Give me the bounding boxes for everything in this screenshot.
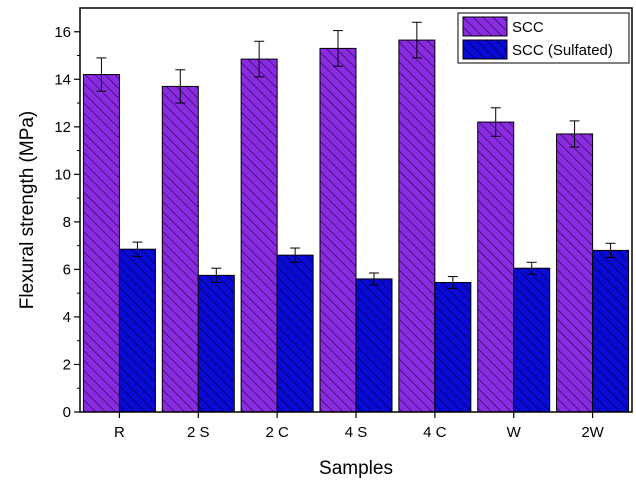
- error-bar: [211, 267, 222, 283]
- error-bar: [96, 57, 107, 92]
- x-tick-label: 2 C: [265, 424, 289, 441]
- error-bar: [411, 21, 422, 59]
- bar-scc-sulfated-r: [118, 248, 156, 413]
- legend-label-scc-sulfated: SCC (Sulfated): [512, 42, 613, 59]
- error-bar: [569, 120, 580, 148]
- y-tick-label: 10: [54, 166, 71, 183]
- x-axis-title: Samples: [319, 458, 393, 479]
- bar-scc-4c: [398, 39, 436, 413]
- bar-scc-sulfated-2s: [197, 274, 235, 413]
- bar-scc-r: [82, 74, 120, 413]
- y-tick-label: 4: [63, 309, 71, 326]
- y-tick-label: 16: [54, 24, 71, 41]
- bar-scc-sulfated-4s: [355, 278, 393, 413]
- legend-swatch-scc-sulfated: [462, 39, 508, 60]
- y-tick-label: 8: [63, 214, 71, 231]
- error-bar: [447, 276, 458, 289]
- y-tick-label: 14: [54, 71, 71, 88]
- y-tick-label: 6: [63, 261, 71, 278]
- bar-scc-w: [477, 121, 515, 413]
- x-tick-label: 4 S: [345, 424, 368, 441]
- legend-label-scc: SCC: [512, 19, 544, 36]
- error-bar: [175, 69, 186, 104]
- legend-swatch-scc: [462, 16, 508, 37]
- error-bar: [526, 261, 537, 275]
- x-tick-label: 2 S: [187, 424, 210, 441]
- y-axis: 0 2 4 6 8 10 12 14 16: [54, 24, 80, 421]
- bar-scc-sulfated-2c: [276, 254, 314, 413]
- bars-layer: [82, 39, 630, 413]
- error-bar: [333, 30, 343, 67]
- x-tick-label: W: [507, 424, 522, 441]
- bar-scc-2w: [556, 133, 594, 413]
- y-tick-label: 0: [63, 404, 71, 421]
- error-bar: [290, 247, 301, 263]
- bar-scc-sulfated-w: [513, 267, 551, 413]
- bar-scc-sulfated-4c: [434, 281, 472, 413]
- error-bars-layer: [96, 21, 616, 289]
- bar-scc-sulfated-2w: [592, 249, 630, 413]
- error-bar: [369, 272, 379, 286]
- x-tick-label: 2W: [581, 424, 604, 441]
- y-axis-title: Flexural strength (MPa): [17, 111, 38, 310]
- y-tick-label: 12: [54, 119, 71, 136]
- bar-scc-2s: [161, 85, 199, 413]
- x-axis: R 2 S 2 C 4 S 4 C W 2W: [114, 412, 605, 441]
- x-tick-label: R: [114, 424, 125, 441]
- bar-scc-4s: [319, 47, 357, 413]
- legend: SCC SCC (Sulfated): [457, 12, 630, 64]
- bar-scc-2c: [240, 58, 278, 413]
- y-tick-label: 2: [63, 356, 71, 373]
- error-bar: [132, 241, 143, 257]
- error-bar: [254, 40, 265, 78]
- error-bar: [605, 242, 616, 259]
- x-tick-label: 4 C: [423, 424, 447, 441]
- error-bar: [490, 107, 501, 137]
